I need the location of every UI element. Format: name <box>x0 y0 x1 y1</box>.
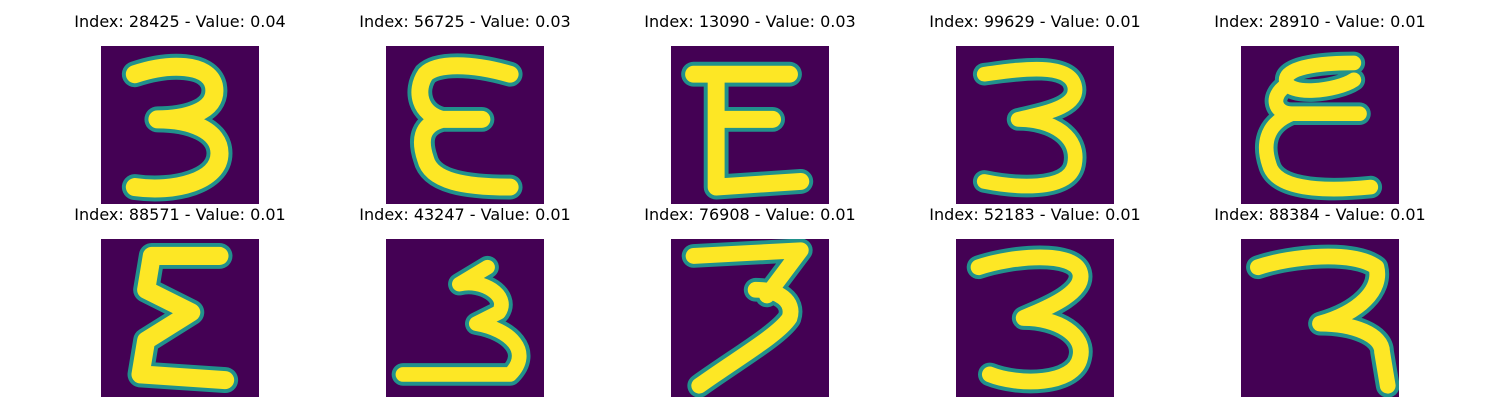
glyph-stroke <box>970 249 1089 390</box>
glyph-stroke <box>395 259 527 382</box>
image-panel: Index: 76908 - Value: 0.01 <box>630 205 870 397</box>
handwritten-glyph-image <box>101 239 259 397</box>
panel-title: Index: 99629 - Value: 0.01 <box>929 12 1141 31</box>
image-panel: Index: 99629 - Value: 0.01 <box>915 12 1155 204</box>
image-panel: Index: 13090 - Value: 0.03 <box>630 12 870 204</box>
handwritten-glyph-image <box>101 46 259 204</box>
glyph-stroke <box>1250 248 1396 394</box>
handwritten-glyph-image <box>386 46 544 204</box>
handwritten-glyph-image <box>671 46 829 204</box>
panel-title: Index: 28425 - Value: 0.04 <box>74 12 286 31</box>
image-panel: Index: 52183 - Value: 0.01 <box>915 205 1155 397</box>
panel-title: Index: 13090 - Value: 0.03 <box>644 12 856 31</box>
image-panel: Index: 88571 - Value: 0.01 <box>60 205 300 397</box>
panel-title: Index: 43247 - Value: 0.01 <box>359 205 571 224</box>
panel-title: Index: 52183 - Value: 0.01 <box>929 205 1141 224</box>
image-panel: Index: 28910 - Value: 0.01 <box>1200 12 1440 204</box>
handwritten-glyph-image <box>386 239 544 397</box>
image-panel: Index: 56725 - Value: 0.03 <box>345 12 585 204</box>
handwritten-glyph-image <box>671 239 829 397</box>
image-panel: Index: 88384 - Value: 0.01 <box>1200 205 1440 397</box>
glyph-stroke <box>125 57 229 198</box>
panel-title: Index: 88571 - Value: 0.01 <box>74 205 286 224</box>
handwritten-glyph-image <box>956 46 1114 204</box>
glyph-stroke <box>976 61 1083 194</box>
glyph-stroke <box>1258 55 1379 197</box>
panel-title: Index: 76908 - Value: 0.01 <box>644 205 856 224</box>
panel-title: Index: 28910 - Value: 0.01 <box>1214 12 1426 31</box>
panel-title: Index: 88384 - Value: 0.01 <box>1214 205 1426 224</box>
glyph-stroke <box>685 242 809 394</box>
glyph-stroke <box>411 57 519 196</box>
image-panel: Index: 28425 - Value: 0.04 <box>60 12 300 204</box>
glyph-stroke <box>131 246 235 390</box>
handwritten-glyph-image <box>956 239 1114 397</box>
panel-title: Index: 56725 - Value: 0.03 <box>359 12 571 31</box>
glyph-stroke <box>685 65 810 196</box>
handwritten-glyph-image <box>1241 239 1399 397</box>
image-panel: Index: 43247 - Value: 0.01 <box>345 205 585 397</box>
handwritten-glyph-image <box>1241 46 1399 204</box>
